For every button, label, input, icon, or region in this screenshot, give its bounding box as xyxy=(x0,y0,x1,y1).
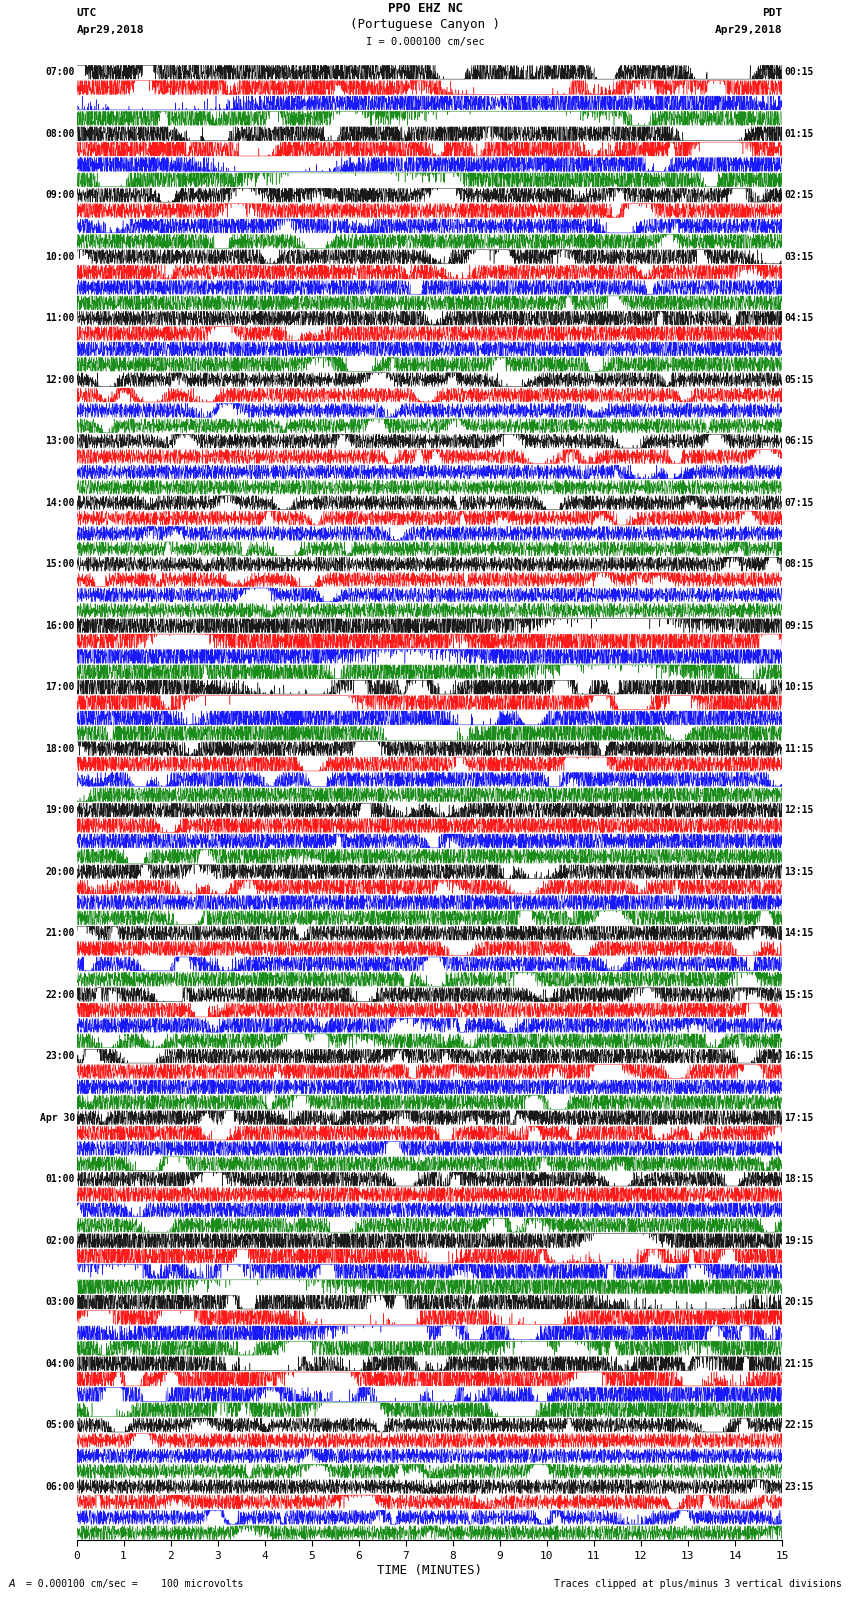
Text: 14:15: 14:15 xyxy=(785,927,814,939)
X-axis label: TIME (MINUTES): TIME (MINUTES) xyxy=(377,1563,482,1576)
Text: 10:00: 10:00 xyxy=(45,252,75,261)
Text: 06:00: 06:00 xyxy=(45,1482,75,1492)
Text: 15:00: 15:00 xyxy=(45,560,75,569)
Text: 21:15: 21:15 xyxy=(785,1358,814,1368)
Text: 13:15: 13:15 xyxy=(785,866,814,876)
Text: 13:00: 13:00 xyxy=(45,436,75,447)
Text: 04:00: 04:00 xyxy=(45,1358,75,1368)
Text: PDT: PDT xyxy=(762,8,782,18)
Text: PPO EHZ NC: PPO EHZ NC xyxy=(388,2,462,15)
Text: Traces clipped at plus/minus 3 vertical divisions: Traces clipped at plus/minus 3 vertical … xyxy=(553,1579,842,1589)
Text: 00:15: 00:15 xyxy=(785,68,814,77)
Text: 12:00: 12:00 xyxy=(45,374,75,384)
Text: Apr 30: Apr 30 xyxy=(40,1113,75,1123)
Text: 02:00: 02:00 xyxy=(45,1236,75,1245)
Text: 02:15: 02:15 xyxy=(785,190,814,200)
Text: 20:00: 20:00 xyxy=(45,866,75,876)
Text: 07:00: 07:00 xyxy=(45,68,75,77)
Text: 01:15: 01:15 xyxy=(785,129,814,139)
Text: 22:00: 22:00 xyxy=(45,990,75,1000)
Text: 23:15: 23:15 xyxy=(785,1482,814,1492)
Text: 08:00: 08:00 xyxy=(45,129,75,139)
Text: 15:15: 15:15 xyxy=(785,990,814,1000)
Text: = 0.000100 cm/sec =    100 microvolts: = 0.000100 cm/sec = 100 microvolts xyxy=(26,1579,243,1589)
Text: 12:15: 12:15 xyxy=(785,805,814,815)
Text: UTC: UTC xyxy=(76,8,97,18)
Text: 22:15: 22:15 xyxy=(785,1419,814,1431)
Text: 06:15: 06:15 xyxy=(785,436,814,447)
Text: Apr29,2018: Apr29,2018 xyxy=(715,26,782,35)
Text: A: A xyxy=(8,1579,15,1589)
Text: 04:15: 04:15 xyxy=(785,313,814,323)
Text: 10:15: 10:15 xyxy=(785,682,814,692)
Text: 17:15: 17:15 xyxy=(785,1113,814,1123)
Text: 05:00: 05:00 xyxy=(45,1419,75,1431)
Text: 09:00: 09:00 xyxy=(45,190,75,200)
Text: 09:15: 09:15 xyxy=(785,621,814,631)
Text: 08:15: 08:15 xyxy=(785,560,814,569)
Text: 18:00: 18:00 xyxy=(45,744,75,753)
Text: I = 0.000100 cm/sec: I = 0.000100 cm/sec xyxy=(366,37,484,47)
Text: Apr29,2018: Apr29,2018 xyxy=(76,26,144,35)
Text: 11:00: 11:00 xyxy=(45,313,75,323)
Text: 16:00: 16:00 xyxy=(45,621,75,631)
Text: (Portuguese Canyon ): (Portuguese Canyon ) xyxy=(350,18,500,31)
Text: 01:00: 01:00 xyxy=(45,1174,75,1184)
Text: 19:00: 19:00 xyxy=(45,805,75,815)
Text: 03:00: 03:00 xyxy=(45,1297,75,1307)
Text: 21:00: 21:00 xyxy=(45,927,75,939)
Text: 03:15: 03:15 xyxy=(785,252,814,261)
Text: 17:00: 17:00 xyxy=(45,682,75,692)
Text: 16:15: 16:15 xyxy=(785,1052,814,1061)
Text: 11:15: 11:15 xyxy=(785,744,814,753)
Text: 20:15: 20:15 xyxy=(785,1297,814,1307)
Text: 05:15: 05:15 xyxy=(785,374,814,384)
Text: 23:00: 23:00 xyxy=(45,1052,75,1061)
Text: 14:00: 14:00 xyxy=(45,498,75,508)
Text: 07:15: 07:15 xyxy=(785,498,814,508)
Text: 19:15: 19:15 xyxy=(785,1236,814,1245)
Text: 18:15: 18:15 xyxy=(785,1174,814,1184)
